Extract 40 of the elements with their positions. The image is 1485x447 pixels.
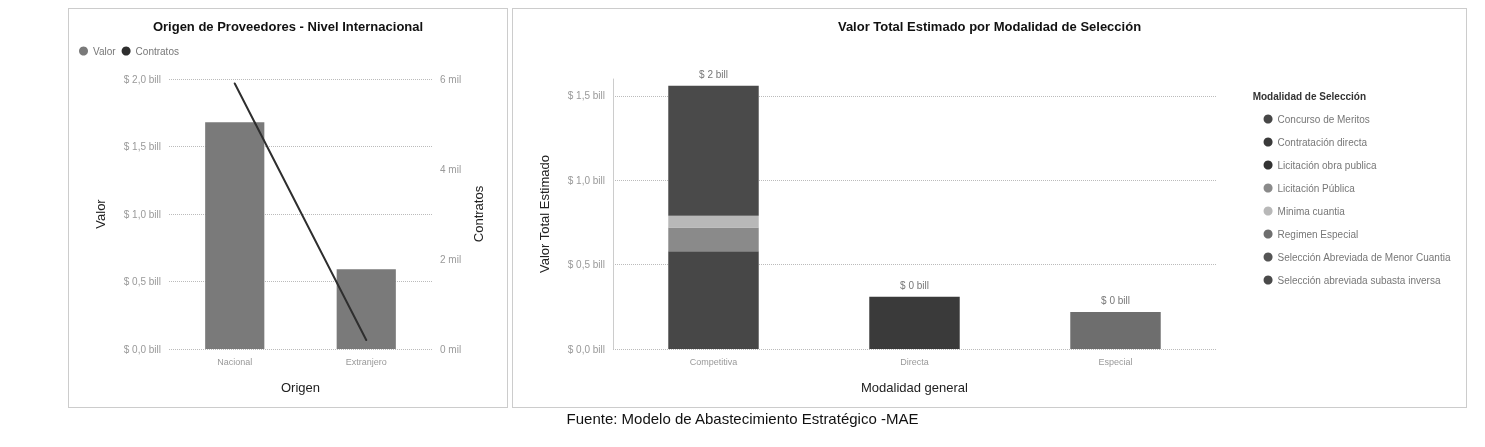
legend-label: Regimen Especial [1277,228,1359,240]
legend-label: Selección abreviada subasta inversa [1277,274,1441,286]
y2-axis-title: Contratos [471,185,487,243]
legend-label: Minima cuantia [1277,205,1346,217]
x-tick-label: Nacional [217,356,253,367]
y-tick-label: $ 0,0 bill [123,343,161,355]
y-tick-label: $ 0,5 bill [123,276,161,287]
y-axis-title: Valor [93,198,108,229]
y-tick-label: $ 0,0 bill [567,343,605,355]
y-tick-label: $ 0,5 bill [567,259,605,271]
legend-label: Contratos [135,45,179,57]
y2-tick-label: 2 mil [440,253,462,265]
x-tick-label: Directa [900,356,929,367]
legend-label: Valor [93,45,117,57]
y2-tick-label: 6 mil [440,73,462,85]
legend-label: Contratación directa [1277,136,1368,148]
total-label: $ 0 bill [1101,295,1130,307]
total-label: $ 0 bill [900,280,929,292]
chart-title: Origen de Proveedores - Nivel Internacional [152,19,424,34]
y-tick-label: $ 1,0 bill [123,208,161,220]
legend-label: Concurso de Meritos [1277,113,1370,125]
y-axis-title: Valor Total Estimado [537,154,552,274]
legend-label: Selección Abreviada de Menor Cuantia [1277,251,1451,263]
y-tick-label: $ 2,0 bill [123,73,161,85]
legend-label: Licitación Pública [1277,182,1356,194]
x-tick-label: Extranjero [345,356,387,367]
source-note: Fuente: Modelo de Abastecimiento Estratégico -MAE [565,410,920,427]
y-tick-label: $ 1,5 bill [567,90,605,102]
y-tick-label: $ 1,5 bill [123,141,161,152]
x-axis-title: Modalidad general [861,380,969,395]
x-tick-label: Especial [1098,356,1133,367]
y-tick-label: $ 1,0 bill [567,174,605,186]
y2-tick-label: 0 mil [440,343,462,355]
legend-label: Licitación obra publica [1277,159,1377,171]
total-label: $ 2 bill [699,69,728,81]
y2-tick-label: 4 mil [440,163,462,175]
x-tick-label: Competitiva [689,356,738,367]
chart-title: Valor Total Estimado por Modalidad de Selección [837,19,1142,34]
legend-title: Modalidad de Selección [1252,90,1366,102]
x-axis-title: Origen [280,380,321,395]
